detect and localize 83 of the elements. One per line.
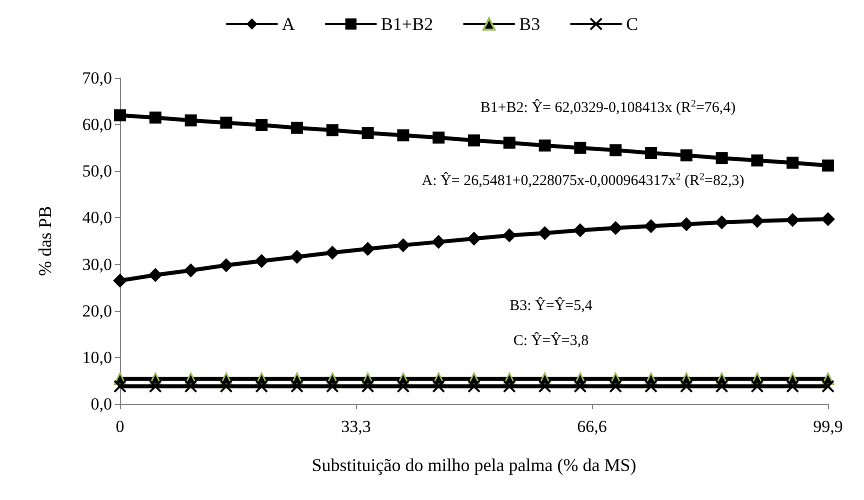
point — [114, 380, 126, 393]
point — [148, 380, 162, 393]
annotation: C: Ŷ=Ŷ=3,8 — [513, 332, 589, 349]
point — [220, 380, 233, 393]
annotation: B3: Ŷ=Ŷ=5,4 — [510, 297, 593, 314]
legend-label: A — [282, 14, 295, 34]
point — [574, 142, 586, 154]
point — [573, 223, 588, 238]
point — [467, 232, 481, 246]
point — [361, 380, 374, 393]
point — [325, 246, 340, 260]
point — [538, 140, 551, 152]
x-tick-label: 66,6 — [577, 417, 607, 436]
point — [148, 268, 162, 282]
point — [290, 380, 304, 393]
point — [184, 114, 197, 126]
y-tick-label: 40,0 — [82, 208, 112, 228]
point — [502, 380, 516, 393]
point — [326, 380, 339, 393]
y-tick-label: 20,0 — [82, 301, 112, 320]
point — [609, 380, 622, 393]
x-axis-title: Substituição do milho pela palma (% da MS) — [312, 455, 636, 475]
point — [397, 129, 410, 142]
point — [608, 220, 623, 235]
point — [254, 254, 269, 268]
point — [255, 380, 268, 393]
point — [362, 126, 374, 139]
point — [715, 380, 728, 393]
point — [432, 132, 445, 144]
point — [184, 380, 198, 393]
point — [360, 242, 375, 256]
y-tick-label: 10,0 — [82, 348, 112, 367]
point — [256, 119, 268, 132]
point — [468, 380, 480, 393]
legend-label: B3 — [519, 14, 540, 34]
point — [786, 380, 800, 393]
point — [786, 156, 799, 169]
x-tick-label: 99,9 — [813, 417, 843, 436]
y-tick-label: 30,0 — [82, 254, 112, 274]
point — [751, 154, 764, 166]
point — [750, 214, 764, 228]
point — [538, 226, 552, 240]
point — [114, 109, 126, 122]
point — [502, 228, 516, 242]
point — [113, 274, 127, 288]
x-tick-label: 33,3 — [341, 417, 371, 436]
point — [149, 112, 162, 124]
point — [468, 134, 480, 146]
point — [716, 152, 728, 164]
point — [184, 263, 198, 278]
point — [822, 160, 834, 172]
point — [396, 380, 410, 393]
y-tick-label: 70,0 — [82, 68, 112, 88]
y-tick-label: 0,0 — [90, 394, 112, 414]
point — [679, 217, 694, 232]
point — [610, 144, 622, 156]
point — [644, 219, 658, 234]
point — [219, 258, 234, 272]
y-tick-label: 60,0 — [82, 115, 112, 134]
point — [326, 124, 338, 136]
point — [644, 380, 658, 393]
point — [291, 122, 303, 134]
point — [432, 234, 446, 249]
point — [821, 212, 835, 226]
point — [645, 146, 657, 159]
point — [396, 238, 410, 252]
point — [822, 380, 834, 393]
point — [786, 213, 800, 228]
y-tick-label: 50,0 — [82, 162, 112, 181]
point — [503, 136, 516, 149]
point — [574, 380, 587, 393]
point — [290, 250, 304, 264]
point — [680, 380, 693, 393]
point — [680, 149, 692, 162]
point — [220, 116, 232, 129]
x-tick-label: 0 — [116, 417, 124, 436]
point — [432, 380, 446, 393]
point — [714, 215, 729, 230]
legend-label: C — [626, 14, 638, 34]
point — [750, 380, 764, 393]
point — [538, 380, 552, 393]
legend-label: B1+B2 — [380, 14, 434, 34]
y-axis-title: % das PB — [35, 206, 55, 276]
